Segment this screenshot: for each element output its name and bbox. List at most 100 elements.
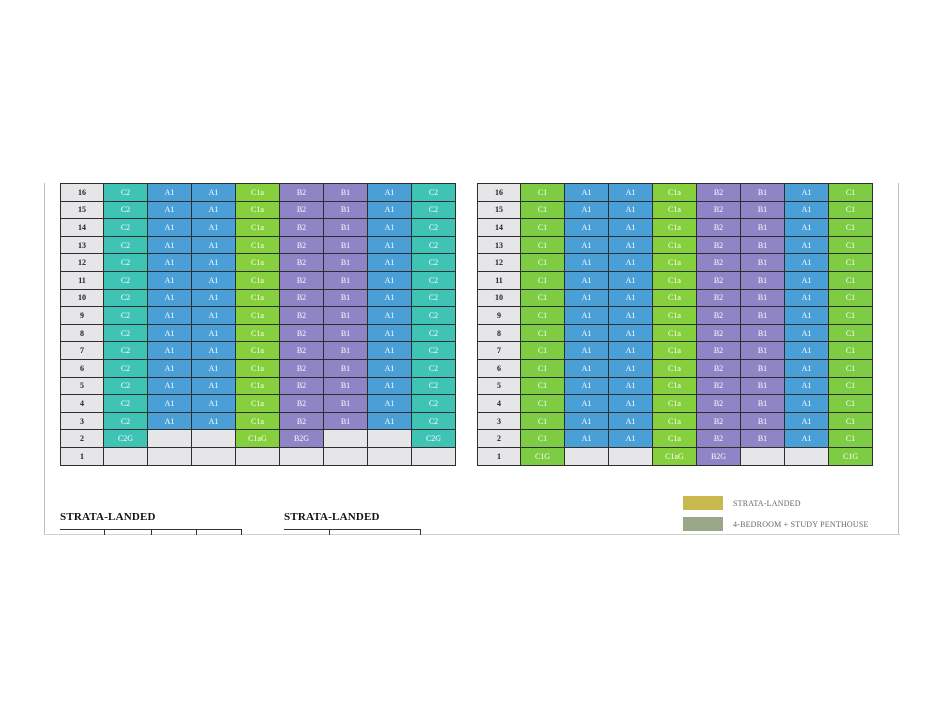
unit-cell: B1 [740, 270, 785, 290]
unit-cell: C2 [103, 235, 148, 255]
empty-cell [608, 446, 653, 466]
unit-cell: C2 [103, 411, 148, 431]
unit-cell: C2 [411, 323, 456, 343]
unit-cell: C1G [828, 446, 873, 466]
unit-cell: C1 [520, 270, 565, 290]
unit-cell: A1 [608, 323, 653, 343]
unit-cell: B2 [279, 218, 324, 237]
unit-cell: C2 [411, 358, 456, 378]
unit-cell: A1 [367, 394, 412, 413]
unit-cell: A1 [784, 323, 829, 343]
strata-table-right-divider [420, 529, 421, 535]
unit-cell: C2 [411, 200, 456, 220]
unit-cell: C2 [411, 306, 456, 325]
unit-cell: B1 [323, 235, 368, 255]
floor-number: 2 [477, 429, 521, 448]
unit-cell: A1 [147, 270, 192, 290]
unit-cell: C1a [235, 183, 280, 202]
floor-number: 2 [60, 429, 104, 448]
unit-cell: A1 [191, 200, 236, 220]
floor-number: 3 [477, 411, 521, 431]
unit-cell: A1 [191, 411, 236, 431]
unit-cell: C1 [828, 394, 873, 413]
unit-cell: C1a [235, 200, 280, 220]
unit-cell: A1 [608, 411, 653, 431]
floor-number: 4 [477, 394, 521, 413]
unit-cell: A1 [367, 218, 412, 237]
unit-cell: A1 [564, 394, 609, 413]
floor-number: 1 [477, 446, 521, 466]
unit-cell: A1 [784, 358, 829, 378]
floor-row: 14 C1 A1 A1 C1a B2 B1 A1 C1 [477, 218, 873, 237]
unit-cell: C1 [828, 323, 873, 343]
floor-row: 9 C2 A1 A1 C1a B2 B1 A1 C2 [60, 306, 456, 325]
floor-number: 4 [60, 394, 104, 413]
strata-table-left-divider [151, 529, 152, 535]
unit-cell: B1 [323, 358, 368, 378]
unit-cell: A1 [564, 288, 609, 308]
unit-cell: C2 [103, 323, 148, 343]
unit-cell: C2 [411, 253, 456, 272]
unit-cell: A1 [784, 429, 829, 448]
floor-number: 3 [60, 411, 104, 431]
unit-cell: B2 [696, 323, 741, 343]
unit-cell: B1 [740, 376, 785, 396]
unit-cell: A1 [564, 376, 609, 396]
floor-number: 15 [477, 200, 521, 220]
empty-cell [411, 446, 456, 466]
floor-number: 6 [477, 358, 521, 378]
unit-cell: A1 [784, 394, 829, 413]
unit-cell: B2 [279, 411, 324, 431]
unit-cell: A1 [367, 341, 412, 360]
unit-cell: A1 [784, 306, 829, 325]
unit-cell: C1 [520, 429, 565, 448]
unit-cell: A1 [147, 306, 192, 325]
unit-cell: C1a [235, 394, 280, 413]
unit-cell: C2 [103, 183, 148, 202]
unit-cell: A1 [367, 306, 412, 325]
unit-cell: B2 [696, 341, 741, 360]
empty-cell [564, 446, 609, 466]
unit-cell: A1 [784, 376, 829, 396]
unit-cell: B2 [696, 358, 741, 378]
unit-cell: A1 [147, 394, 192, 413]
unit-cell: B2 [696, 253, 741, 272]
unit-cell: C2 [411, 411, 456, 431]
unit-cell: A1 [784, 270, 829, 290]
unit-cell: B2G [696, 446, 741, 466]
legend-label-strata-landed: STRATA-LANDED [733, 498, 801, 508]
unit-cell: C1 [520, 394, 565, 413]
floor-number: 13 [60, 235, 104, 255]
unit-cell: B1 [323, 341, 368, 360]
unit-cell: B2 [279, 288, 324, 308]
unit-cell: A1 [608, 235, 653, 255]
strata-landed-title-left: STRATA-LANDED [60, 511, 156, 523]
unit-cell: B2 [279, 306, 324, 325]
unit-cell: C1a [652, 411, 697, 431]
unit-cell: A1 [608, 183, 653, 202]
unit-cell: B2 [279, 376, 324, 396]
sheet-right-edge [898, 183, 899, 535]
unit-cell: A1 [147, 218, 192, 237]
empty-cell [147, 446, 192, 466]
floor-row: 16 C1 A1 A1 C1a B2 B1 A1 C1 [477, 183, 873, 202]
floor-number: 7 [477, 341, 521, 360]
unit-cell: C1 [828, 341, 873, 360]
unit-cell: C1a [235, 288, 280, 308]
unit-grid-left: 16 C2 A1 A1 C1a B2 B1 A1 C2 15 C2 A1 A1 C1a B2 B1 A1 C2 14… [60, 183, 456, 466]
unit-cell: C1a [652, 376, 697, 396]
unit-cell: C1aG [235, 429, 280, 448]
unit-cell: A1 [147, 183, 192, 202]
floor-number: 14 [477, 218, 521, 237]
unit-cell: A1 [784, 183, 829, 202]
unit-cell: A1 [564, 235, 609, 255]
unit-cell: C1a [235, 358, 280, 378]
unit-cell: B1 [740, 306, 785, 325]
unit-cell: A1 [367, 411, 412, 431]
floor-number: 1 [60, 446, 104, 466]
unit-cell: B2 [696, 411, 741, 431]
unit-cell: A1 [367, 270, 412, 290]
unit-cell: B2 [696, 394, 741, 413]
floor-row: 5 C2 A1 A1 C1a B2 B1 A1 C2 [60, 376, 456, 396]
unit-cell: B1 [323, 323, 368, 343]
